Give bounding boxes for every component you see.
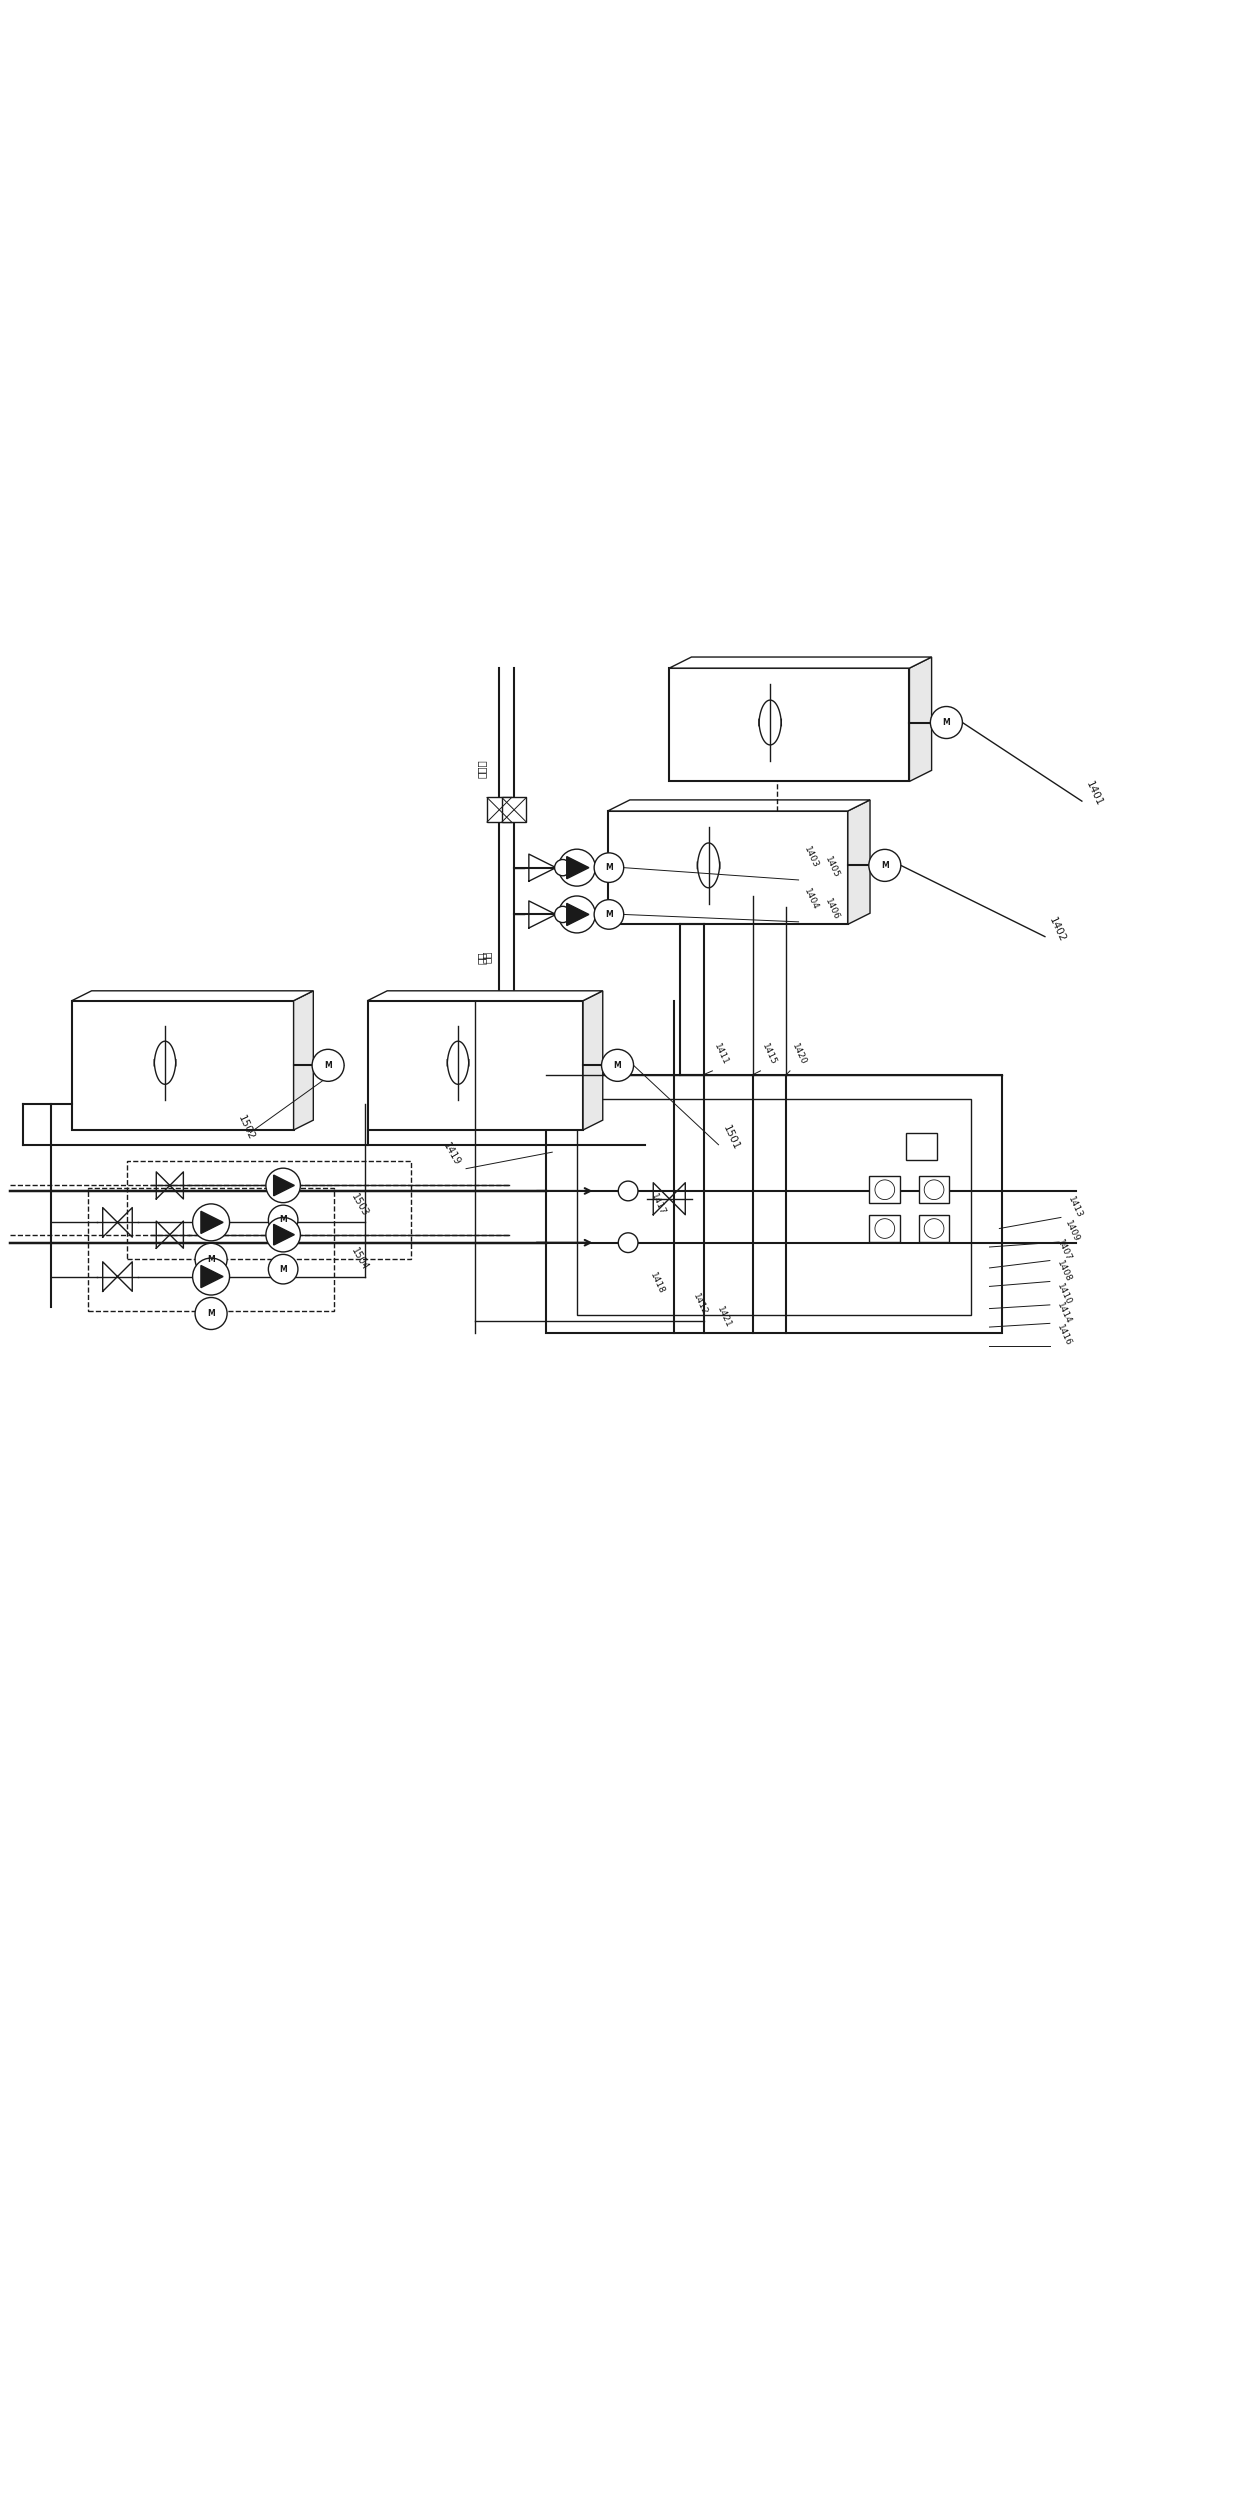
Bar	[906, 1132, 937, 1160]
Polygon shape	[294, 990, 314, 1130]
Circle shape	[594, 853, 624, 883]
Polygon shape	[72, 990, 314, 1000]
Text: M: M	[880, 860, 889, 870]
Text: 1501: 1501	[720, 1125, 742, 1152]
Polygon shape	[608, 801, 870, 811]
Bar	[88, 1187, 335, 1312]
Text: M: M	[279, 1264, 286, 1274]
Text: 1419: 1419	[441, 1142, 463, 1167]
Text: 1409: 1409	[1064, 1220, 1081, 1245]
Text: 1503: 1503	[348, 1192, 370, 1217]
Circle shape	[554, 905, 570, 923]
Polygon shape	[201, 1212, 223, 1235]
Text: 1420: 1420	[790, 1042, 807, 1067]
Bar	[608, 811, 848, 925]
Circle shape	[875, 1220, 895, 1240]
Polygon shape	[670, 656, 931, 668]
Circle shape	[265, 1217, 300, 1252]
Text: 1402: 1402	[1048, 915, 1068, 943]
Text: 1405: 1405	[823, 855, 841, 880]
Circle shape	[265, 1167, 300, 1202]
Text: M: M	[279, 1215, 286, 1225]
Circle shape	[619, 1232, 639, 1252]
Bar	[869, 1215, 900, 1242]
Circle shape	[619, 1182, 639, 1200]
Text: 1502: 1502	[236, 1115, 255, 1142]
Text: 1421: 1421	[714, 1304, 733, 1329]
Circle shape	[875, 1180, 895, 1200]
Circle shape	[195, 1245, 227, 1274]
Circle shape	[924, 1180, 944, 1200]
Circle shape	[601, 1050, 634, 1082]
Text: 纯水管: 纯水管	[477, 761, 487, 778]
Text: 1407: 1407	[1055, 1237, 1073, 1262]
Circle shape	[869, 850, 900, 880]
Circle shape	[930, 706, 962, 738]
Polygon shape	[567, 903, 589, 925]
Bar	[367, 1000, 583, 1130]
Bar	[128, 1160, 410, 1259]
Text: M: M	[605, 863, 613, 873]
Text: 纯水: 纯水	[482, 950, 492, 963]
Text: 1413: 1413	[1066, 1195, 1084, 1220]
Text: 1408: 1408	[1055, 1259, 1073, 1284]
Circle shape	[924, 1220, 944, 1240]
Text: M: M	[605, 910, 613, 918]
Circle shape	[558, 895, 595, 933]
Polygon shape	[848, 801, 870, 925]
Polygon shape	[274, 1225, 294, 1245]
Text: 纯水: 纯水	[477, 950, 487, 963]
Polygon shape	[367, 990, 603, 1000]
Text: M: M	[324, 1060, 332, 1070]
Circle shape	[268, 1254, 298, 1284]
Polygon shape	[567, 855, 589, 878]
Circle shape	[192, 1205, 229, 1242]
Text: 1411: 1411	[712, 1042, 730, 1067]
Bar	[670, 668, 909, 781]
Bar	[577, 1100, 971, 1314]
Circle shape	[312, 1050, 345, 1082]
Text: 1412: 1412	[692, 1292, 709, 1317]
Text: 1504: 1504	[348, 1247, 370, 1272]
Text: M: M	[207, 1309, 215, 1317]
Circle shape	[195, 1297, 227, 1329]
Text: 1416: 1416	[1055, 1322, 1073, 1347]
Bar	[487, 798, 512, 823]
Bar	[919, 1177, 950, 1202]
Circle shape	[268, 1205, 298, 1235]
Polygon shape	[274, 1175, 294, 1195]
Text: M: M	[942, 718, 950, 728]
Text: 1415: 1415	[760, 1042, 779, 1067]
Polygon shape	[583, 990, 603, 1130]
Text: M: M	[207, 1254, 215, 1264]
Text: 1401: 1401	[1084, 781, 1105, 808]
Text: 1410: 1410	[1055, 1282, 1073, 1307]
Text: 1403: 1403	[802, 845, 820, 870]
Text: 1417: 1417	[650, 1192, 667, 1217]
Polygon shape	[201, 1264, 223, 1287]
Bar	[919, 1215, 950, 1242]
Circle shape	[554, 860, 570, 875]
Text: M: M	[614, 1060, 621, 1070]
Bar	[502, 798, 527, 823]
Text: 1414: 1414	[1055, 1302, 1073, 1324]
Circle shape	[558, 848, 595, 885]
Text: 1418: 1418	[649, 1272, 666, 1297]
Text: 1406: 1406	[823, 898, 841, 920]
Text: 1404: 1404	[802, 888, 820, 910]
Circle shape	[192, 1257, 229, 1294]
Polygon shape	[909, 656, 931, 781]
Bar	[546, 1075, 1002, 1334]
Circle shape	[594, 900, 624, 930]
Bar	[869, 1177, 900, 1202]
Bar	[72, 1000, 294, 1130]
